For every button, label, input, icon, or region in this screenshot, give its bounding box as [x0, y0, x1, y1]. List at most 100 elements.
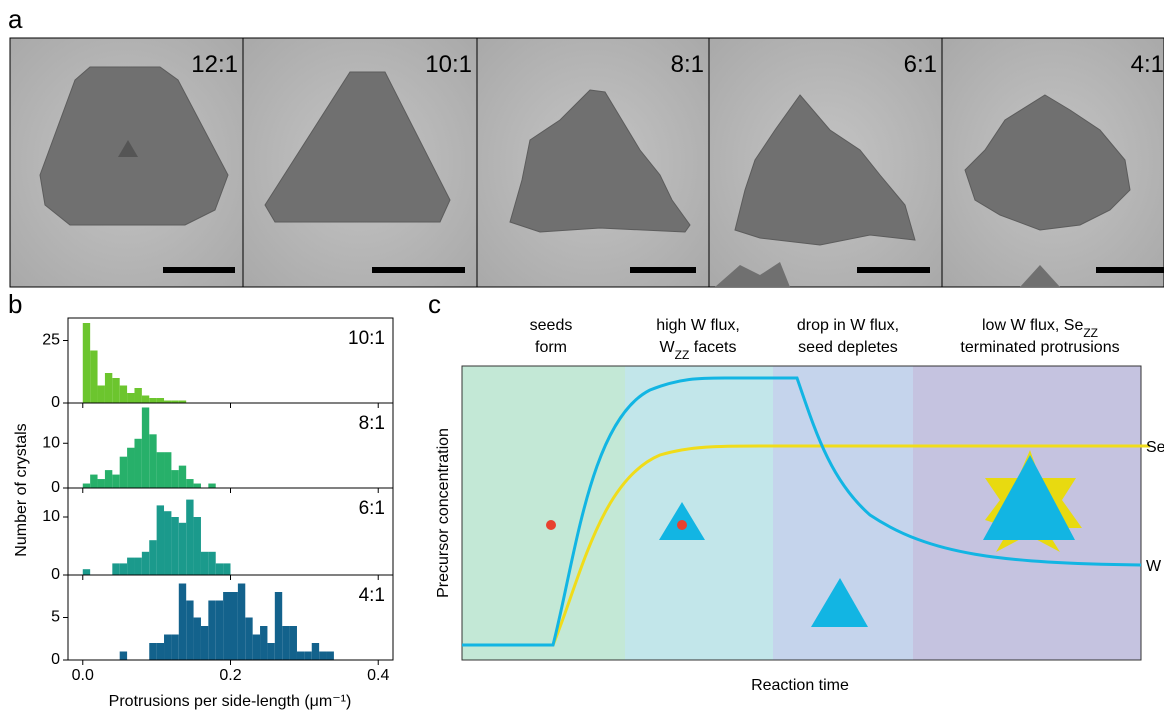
bar	[208, 551, 216, 575]
bar	[296, 651, 305, 660]
bar	[267, 643, 275, 660]
scale-bar	[630, 267, 696, 273]
stage-header: seed depletes	[798, 339, 898, 356]
x-axis-label: Protrusions per side-length (μm⁻¹)	[109, 693, 352, 710]
chart-label: 4:1	[359, 585, 385, 606]
bar	[90, 350, 98, 403]
stage-header: seeds	[530, 317, 573, 334]
bar	[245, 617, 253, 660]
stage-region	[625, 366, 773, 660]
bar	[208, 600, 216, 660]
bar	[215, 563, 224, 575]
bar	[82, 483, 91, 488]
stage-header: terminated protrusions	[960, 339, 1119, 356]
curve-label: Se	[1146, 439, 1164, 456]
bar	[149, 643, 157, 660]
bar	[149, 398, 157, 403]
x-tick-label: 0.0	[72, 667, 94, 684]
bar	[134, 438, 142, 488]
header-text: terminated protrusions	[960, 339, 1119, 356]
chart-label: 6:1	[359, 498, 385, 519]
bar	[186, 600, 194, 660]
header-text: ZZ	[675, 348, 690, 362]
bar	[319, 651, 327, 660]
bar	[119, 456, 128, 488]
bar	[82, 569, 91, 575]
bar	[171, 517, 179, 575]
chart-label: 10:1	[348, 328, 385, 349]
micrographs	[9, 37, 1164, 288]
y-tick-label: 0	[51, 394, 60, 411]
seed-dot	[677, 520, 687, 530]
bar	[119, 385, 128, 403]
header-text: ZZ	[1083, 326, 1098, 340]
bar	[104, 373, 113, 403]
stage-header: drop in W flux,	[797, 317, 899, 334]
bar	[230, 592, 238, 660]
y-axis-label: Number of crystals	[13, 423, 30, 556]
bar	[164, 634, 172, 660]
bar	[149, 540, 157, 575]
bar	[119, 651, 128, 660]
bar	[97, 385, 105, 403]
bar	[237, 583, 246, 660]
bar	[156, 398, 165, 403]
bar	[164, 511, 172, 575]
plot-frame	[461, 365, 1142, 661]
y-tick-label: 5	[51, 609, 60, 626]
crystal	[734, 94, 916, 246]
x-tick-label: 0.4	[367, 667, 389, 684]
crystal	[509, 89, 691, 233]
bar	[112, 563, 120, 575]
scale-bar	[372, 267, 465, 273]
defect	[118, 140, 138, 157]
bar	[97, 479, 105, 488]
image-label: 12:1	[191, 51, 238, 78]
stage-header: WZZ facets	[660, 339, 737, 362]
y-tick-label: 10	[42, 434, 60, 451]
bar	[193, 617, 201, 660]
bar	[274, 592, 283, 660]
y-tick-label: 0	[51, 479, 60, 496]
bar	[311, 643, 320, 660]
bar	[178, 583, 187, 660]
bar	[178, 522, 187, 575]
crystal	[264, 71, 451, 223]
bar	[141, 395, 150, 403]
schematic	[461, 365, 1150, 661]
panel-label: b	[8, 289, 22, 319]
bar	[178, 465, 187, 488]
x-axis-label: Reaction time	[751, 677, 849, 694]
header-text: drop in W flux,	[797, 317, 899, 334]
bar	[260, 626, 268, 660]
bar	[252, 634, 261, 660]
bar	[90, 474, 98, 488]
bar	[171, 400, 179, 403]
crystal	[1020, 265, 1060, 287]
bar	[104, 470, 113, 488]
bar	[141, 551, 150, 575]
y-tick-label: 0	[51, 566, 60, 583]
bar	[156, 452, 165, 488]
bar	[156, 643, 165, 660]
scale-bar	[1096, 267, 1164, 273]
bar	[156, 505, 165, 575]
crystal-icon	[983, 455, 1075, 540]
bar	[127, 393, 135, 403]
bar	[171, 634, 179, 660]
image-label: 4:1	[1131, 51, 1164, 78]
bar	[200, 626, 209, 660]
bar	[208, 483, 216, 488]
se-curve	[462, 444, 1150, 647]
bar	[223, 592, 231, 660]
chart-label: 8:1	[359, 413, 385, 434]
bar	[134, 557, 142, 575]
stage-header: form	[535, 339, 567, 356]
bar	[178, 400, 187, 403]
axes-frame	[67, 487, 394, 576]
header-text: seeds	[530, 317, 573, 334]
image-label: 6:1	[904, 51, 937, 78]
crystal	[39, 66, 229, 226]
header-text: W	[660, 339, 676, 356]
